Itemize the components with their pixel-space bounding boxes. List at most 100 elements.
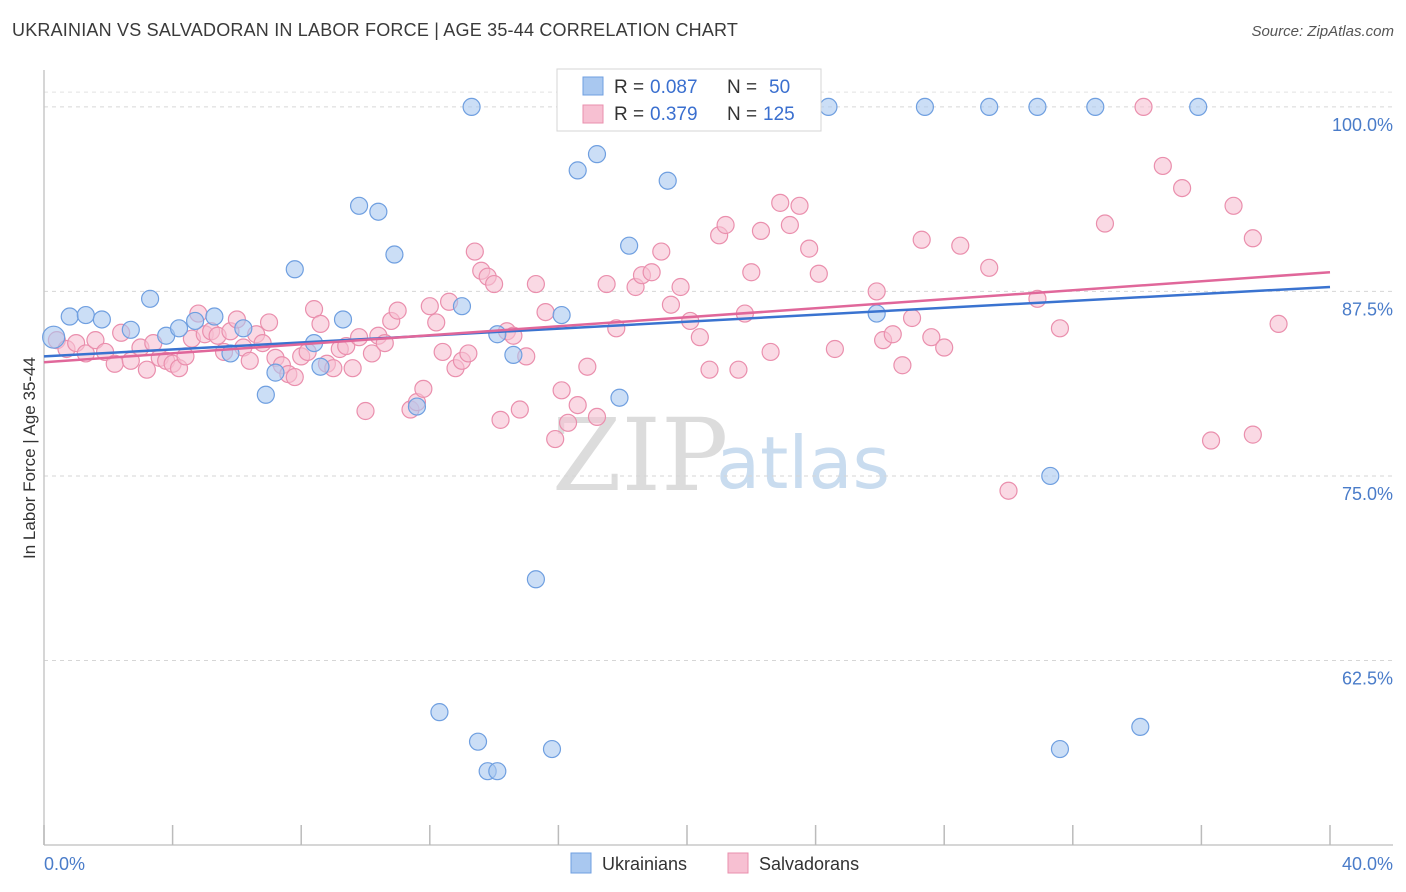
grid-lines — [44, 91, 1393, 661]
data-point — [491, 410, 510, 429]
data-point — [311, 357, 330, 376]
data-point — [420, 297, 439, 316]
data-point — [186, 311, 205, 331]
data-point — [552, 381, 571, 400]
data-point — [311, 314, 330, 334]
data-point — [1134, 97, 1153, 117]
data-point — [1201, 431, 1221, 450]
data-point — [761, 342, 780, 362]
data-point — [893, 356, 912, 375]
data-point — [349, 328, 369, 347]
data-point — [671, 277, 690, 297]
data-point — [407, 397, 427, 416]
data-point — [504, 345, 523, 365]
data-point — [343, 359, 362, 378]
data-point — [1131, 717, 1150, 737]
data-point — [883, 325, 902, 344]
legend-r-label-pink: R = — [614, 104, 644, 125]
data-point — [1243, 229, 1262, 248]
data-point — [285, 367, 304, 387]
data-point — [526, 570, 545, 589]
data-point — [488, 762, 507, 781]
data-point — [388, 301, 407, 320]
legend-r-value-pink: 0.379 — [650, 104, 698, 125]
bottom-legend-swatch-blue — [570, 852, 592, 874]
legend-swatch-pink — [582, 104, 604, 124]
data-point — [452, 297, 472, 316]
data-point — [809, 264, 828, 283]
data-point — [176, 347, 195, 366]
x-tick-label-max: 40.0% — [1342, 854, 1393, 874]
data-point — [510, 400, 529, 419]
series-legend: Ukrainians Salvadorans — [570, 852, 859, 874]
legend-n-label-blue: N = — [727, 77, 757, 98]
data-point — [121, 320, 140, 339]
legend-r-label-blue: R = — [614, 77, 644, 98]
data-point — [980, 258, 999, 277]
data-point — [462, 97, 481, 117]
data-point — [568, 161, 587, 180]
data-point — [349, 196, 369, 215]
y-axis-label: In Labor Force | Age 35-44 — [20, 357, 39, 559]
data-point — [658, 171, 677, 190]
data-point — [578, 357, 597, 376]
data-point — [468, 732, 488, 751]
data-point — [780, 215, 799, 235]
data-point — [610, 388, 629, 407]
chart-title: UKRAINIAN VS SALVADORAN IN LABOR FORCE |… — [12, 20, 739, 40]
ukrainians-points — [42, 94, 1208, 781]
data-point — [1095, 214, 1115, 233]
legend-n-value-pink: 125 — [763, 104, 795, 125]
watermark-zip: ZIP — [552, 397, 728, 514]
data-point — [587, 407, 607, 427]
data-point — [427, 313, 446, 332]
data-point — [729, 360, 748, 379]
data-point — [546, 429, 565, 449]
y-tick-label: 62.5% — [1342, 668, 1393, 688]
data-point — [742, 263, 761, 282]
data-point — [459, 344, 478, 363]
data-point — [259, 313, 279, 332]
data-point — [1269, 314, 1288, 334]
data-point — [356, 401, 375, 421]
data-point — [1173, 178, 1192, 198]
data-point — [935, 338, 954, 357]
data-point — [912, 230, 931, 249]
data-point — [86, 331, 105, 350]
legend-swatch-blue — [582, 76, 604, 96]
data-point — [819, 97, 838, 117]
data-point — [552, 305, 571, 325]
data-point — [690, 328, 709, 347]
data-point — [661, 295, 681, 314]
data-point — [369, 202, 388, 221]
data-point — [234, 319, 253, 338]
data-point — [433, 342, 452, 362]
data-point — [465, 242, 484, 261]
x-tick-label-min: 0.0% — [44, 854, 85, 874]
bottom-legend-swatch-pink — [727, 852, 749, 874]
data-point — [385, 245, 404, 264]
data-point — [620, 236, 639, 255]
data-point — [76, 305, 95, 325]
data-point — [240, 351, 259, 370]
data-point — [568, 395, 587, 415]
y-tick-label: 100.0% — [1332, 115, 1393, 135]
data-point — [597, 274, 616, 294]
source-credit: Source: ZipAtlas.com — [1251, 23, 1394, 40]
axes — [43, 70, 1393, 846]
data-point — [485, 274, 504, 294]
data-point — [1243, 425, 1262, 444]
correlation-legend: R = 0.087 N = 50 R = 0.379 N = 125 — [556, 68, 822, 132]
data-point — [642, 263, 661, 282]
y-tick-label: 87.5% — [1342, 299, 1393, 319]
data-point — [92, 310, 111, 329]
salvadorans-trend-line — [43, 270, 1331, 364]
y-tick-label: 75.0% — [1342, 484, 1393, 504]
data-point — [169, 319, 189, 338]
legend-r-value-blue: 0.087 — [650, 77, 698, 98]
data-point — [140, 289, 160, 308]
data-point — [1224, 196, 1243, 215]
data-point — [1153, 156, 1172, 176]
data-point — [867, 282, 886, 301]
data-point — [1086, 97, 1105, 117]
